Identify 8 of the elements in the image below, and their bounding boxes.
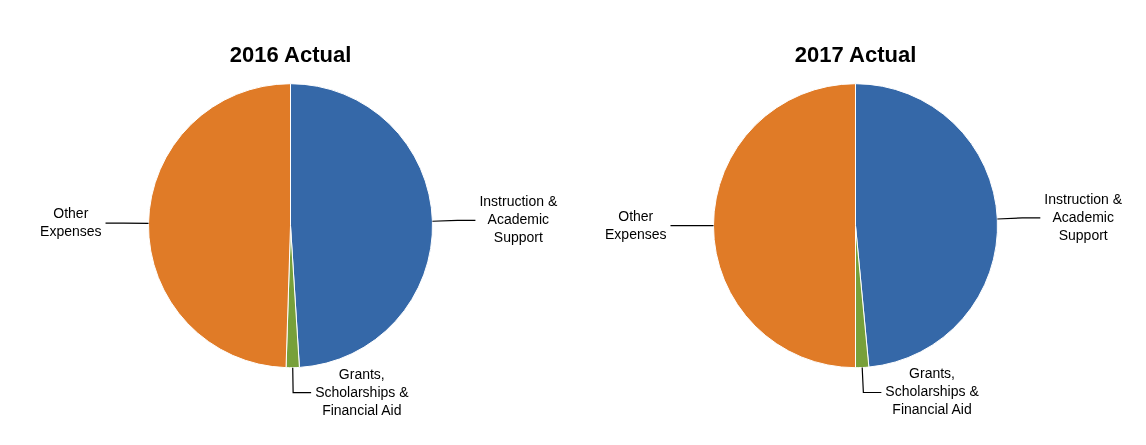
slice-label: Instruction & Academic Support — [1044, 190, 1123, 243]
slice-label: Instruction & Academic Support — [479, 193, 558, 246]
slice-label: Grants, Scholarships & Financial Aid — [885, 365, 980, 418]
slice-label: Other Expenses — [605, 207, 667, 242]
slice-label: Other Expenses — [40, 204, 102, 239]
slice-label: Grants, Scholarships & Financial Aid — [315, 365, 410, 418]
chart-title: 2016 Actual — [229, 42, 352, 68]
chart-title: 2017 Actual — [794, 42, 917, 68]
